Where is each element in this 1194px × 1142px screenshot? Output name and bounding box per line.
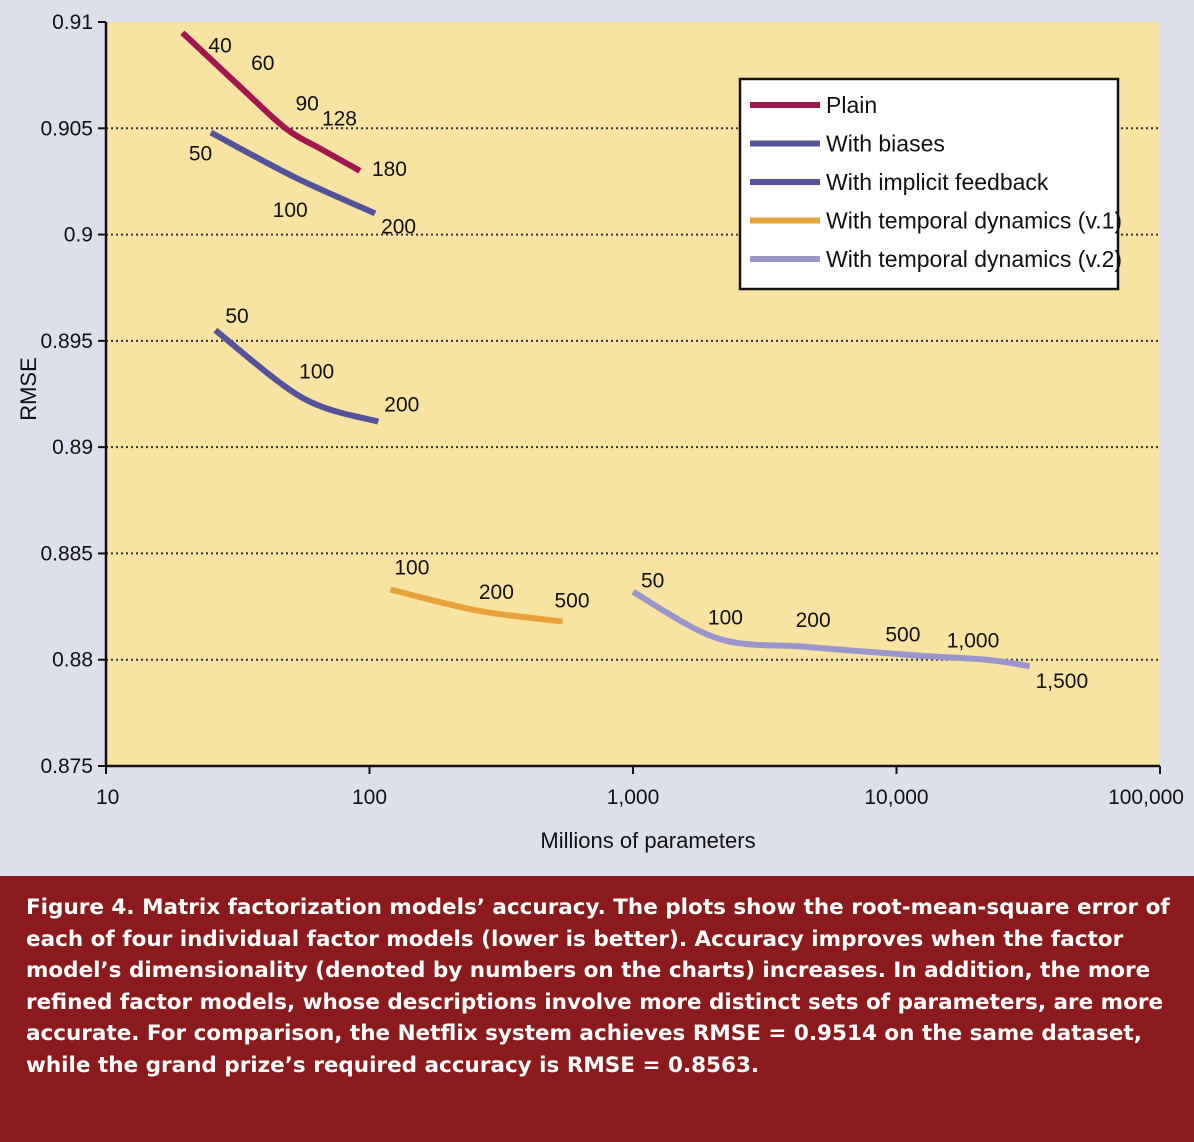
legend-entry: With biases [826, 131, 945, 157]
point-label: 500 [554, 589, 589, 612]
y-tick-label: 0.885 [40, 542, 93, 565]
caption-text: Matrix factorization models’ accuracy. T… [26, 895, 1170, 1078]
point-label: 200 [479, 581, 514, 604]
point-label: 40 [208, 35, 231, 58]
point-label: 50 [641, 570, 664, 593]
legend-entry: With temporal dynamics (v.1) [826, 208, 1122, 234]
point-label: 200 [381, 215, 416, 238]
series-line-0 [180, 30, 362, 174]
point-label: 100 [273, 199, 308, 222]
series-line-1 [209, 129, 377, 217]
point-label: 500 [885, 623, 920, 646]
series-line-4 [631, 589, 1031, 670]
x-axis-title: Millions of parameters [540, 828, 755, 853]
legend-entry: Plain [826, 92, 877, 118]
point-label: 50 [225, 305, 248, 328]
point-label: 1,500 [1036, 670, 1089, 693]
y-tick-label: 0.895 [40, 330, 93, 353]
y-tick-label: 0.9 [64, 224, 93, 247]
y-tick-label: 0.88 [52, 649, 93, 672]
y-tick-label: 0.875 [40, 755, 93, 778]
x-tick-label: 100,000 [1108, 786, 1184, 809]
point-label: 100 [299, 360, 334, 383]
point-label: 90 [296, 92, 319, 115]
y-tick-label: 0.89 [52, 436, 93, 459]
x-tick-label: 100 [352, 786, 387, 809]
point-label: 50 [189, 143, 212, 166]
y-tick-label: 0.91 [52, 11, 93, 34]
y-axis-title: RMSE [16, 357, 41, 421]
figure-caption: Figure 4. Matrix factorization models’ a… [0, 876, 1194, 1142]
legend: Plain With biases With implicit feedback Wi… [738, 77, 1122, 291]
figure-label: Figure 4. [26, 895, 135, 920]
x-tick-label: 10 [96, 786, 119, 809]
legend-entry: With implicit feedback [826, 169, 1049, 195]
point-label: 180 [372, 158, 407, 181]
legend-entry: With temporal dynamics (v.2) [826, 246, 1122, 272]
y-tick-label: 0.905 [40, 117, 93, 140]
point-label: 200 [384, 394, 419, 417]
point-label: 100 [708, 606, 743, 629]
x-tick-label: 10,000 [864, 786, 928, 809]
series-line-3 [389, 586, 563, 625]
point-label: 200 [796, 609, 831, 632]
point-label: 100 [394, 557, 429, 580]
series-lines [180, 30, 1031, 670]
point-label: 1,000 [947, 630, 1000, 653]
point-label: 128 [322, 108, 357, 131]
series-line-2 [213, 327, 380, 425]
x-tick-label: 1,000 [607, 786, 660, 809]
point-label: 60 [251, 52, 274, 75]
